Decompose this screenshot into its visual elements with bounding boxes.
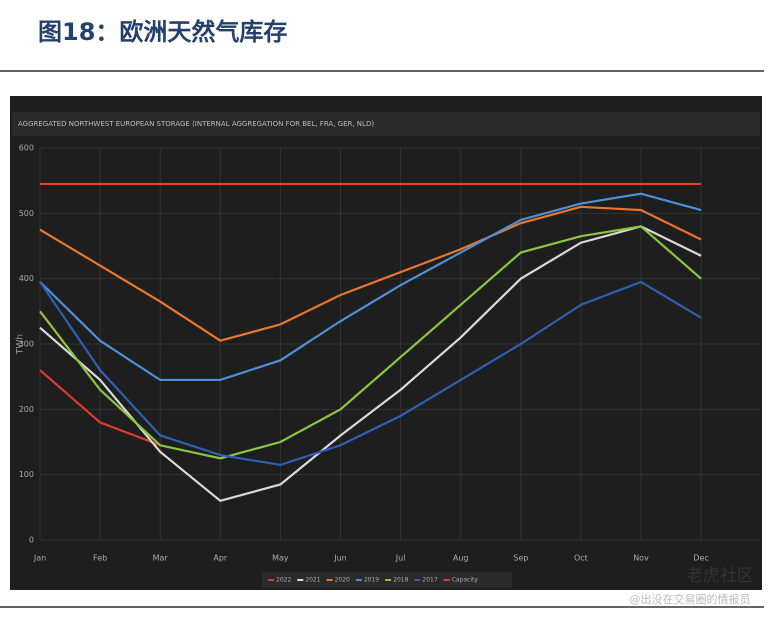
series-line [39, 192, 702, 382]
legend-label: Capacity [452, 577, 479, 584]
legend-label: 2019 [364, 577, 379, 584]
x-tick-label: Aug [453, 554, 469, 563]
y-tick-label: 0 [29, 536, 34, 545]
y-tick-label: 200 [19, 405, 34, 414]
series-line [39, 205, 702, 342]
series-line [39, 225, 702, 503]
x-tick-label: Sep [513, 554, 528, 563]
x-tick-label: Feb [93, 554, 107, 563]
series-line [39, 225, 702, 460]
x-tick-label: Dec [693, 554, 708, 563]
legend-label: 2022 [276, 577, 291, 584]
chart-header [12, 112, 760, 136]
x-tick-label: Nov [633, 554, 649, 563]
series-line [39, 280, 702, 466]
x-tick-label: May [272, 554, 289, 563]
y-tick-label: 300 [19, 340, 34, 349]
x-tick-label: Jun [333, 554, 347, 563]
x-tick-label: Oct [574, 554, 588, 563]
y-tick-label: 500 [19, 209, 34, 218]
y-tick-label: 400 [19, 274, 34, 283]
x-tick-label: Jul [395, 554, 406, 563]
watermark-author: @出没在交易圈的情报员 [630, 592, 751, 606]
series-line [39, 369, 161, 447]
x-tick-label: Mar [153, 554, 169, 563]
chart-panel [10, 96, 762, 590]
page-title: 图18：欧洲天然气库存 [38, 18, 287, 46]
legend-label: 2020 [335, 577, 350, 584]
y-axis-label: TWh [16, 334, 26, 355]
y-tick-label: 100 [19, 470, 34, 479]
legend-label: 2017 [422, 577, 437, 584]
y-tick-label: 600 [19, 144, 34, 153]
chart-title: AGGREGATED NORTHWEST EUROPEAN STORAGE (I… [18, 120, 374, 128]
watermark-brand: 老虎社区 [686, 566, 754, 586]
x-tick-label: Jan [33, 554, 46, 563]
legend-label: 2021 [305, 577, 320, 584]
x-tick-label: Apr [213, 554, 228, 563]
legend-label: 2018 [393, 577, 408, 584]
